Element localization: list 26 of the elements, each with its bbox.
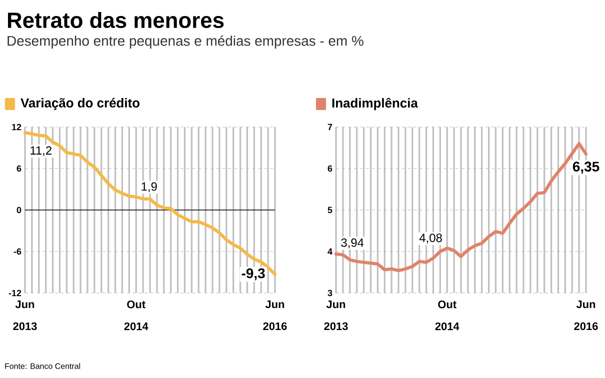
y-tick-label: 5 bbox=[328, 206, 332, 214]
category-label: Out 2014 bbox=[124, 300, 148, 330]
y-tick-label: 7 bbox=[328, 124, 332, 130]
y-tick-label: 4 bbox=[328, 248, 332, 255]
category-label: Jun 2016 bbox=[574, 300, 598, 330]
data-label: -9,3 bbox=[242, 268, 265, 280]
legend-label: Inadimplência bbox=[332, 98, 418, 110]
category-label: Jun 2016 bbox=[263, 300, 287, 330]
category-label: Jun 2013 bbox=[324, 300, 348, 330]
data-label: 11,2 bbox=[30, 146, 52, 156]
data-label: 4,08 bbox=[419, 234, 442, 244]
y-tick-label: 6 bbox=[328, 165, 332, 172]
data-label: 6,35 bbox=[572, 162, 600, 174]
data-label: 1,9 bbox=[142, 182, 157, 192]
y-tick-label: -6 bbox=[14, 248, 22, 255]
category-label: Jun 2013 bbox=[13, 300, 37, 330]
category-label: Out 2014 bbox=[435, 300, 460, 330]
y-tick-label: -12 bbox=[8, 290, 22, 296]
chart-title: Retrato das menores bbox=[8, 12, 224, 28]
y-tick-label: 12 bbox=[12, 124, 22, 130]
y-tick-label: 0 bbox=[16, 206, 22, 214]
y-tick-label: 3 bbox=[328, 290, 332, 296]
legend-label: Variação do crédito bbox=[20, 98, 140, 110]
y-tick-label: 6 bbox=[16, 165, 22, 172]
data-label: 3,94 bbox=[341, 238, 364, 248]
chart-subtitle: Desempenho entre pequenas e médias empresas - em % bbox=[8, 35, 364, 49]
